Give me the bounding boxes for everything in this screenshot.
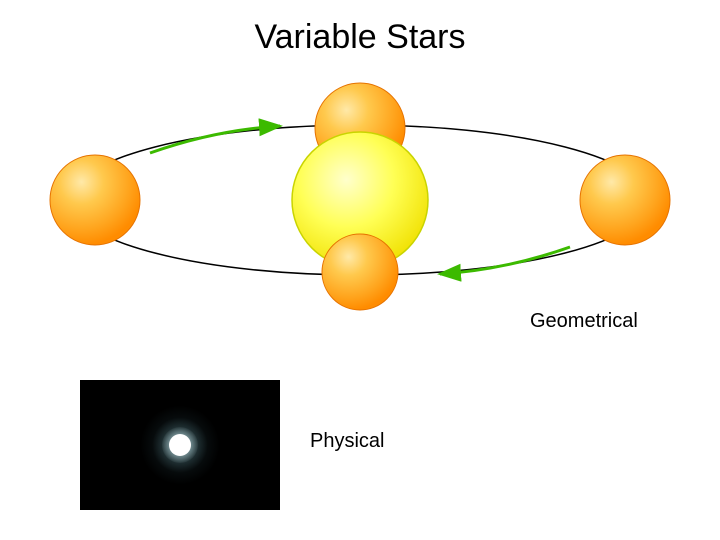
- physical-label: Physical: [310, 430, 384, 453]
- geometrical-diagram: [0, 70, 720, 400]
- planet-front: [322, 234, 398, 310]
- planet-left: [50, 155, 140, 245]
- planet-right: [580, 155, 670, 245]
- physical-image: [80, 380, 280, 510]
- glow-layer-1: [169, 434, 191, 456]
- geometrical-label: Geometrical: [530, 310, 638, 333]
- page-title: Variable Stars: [0, 18, 720, 57]
